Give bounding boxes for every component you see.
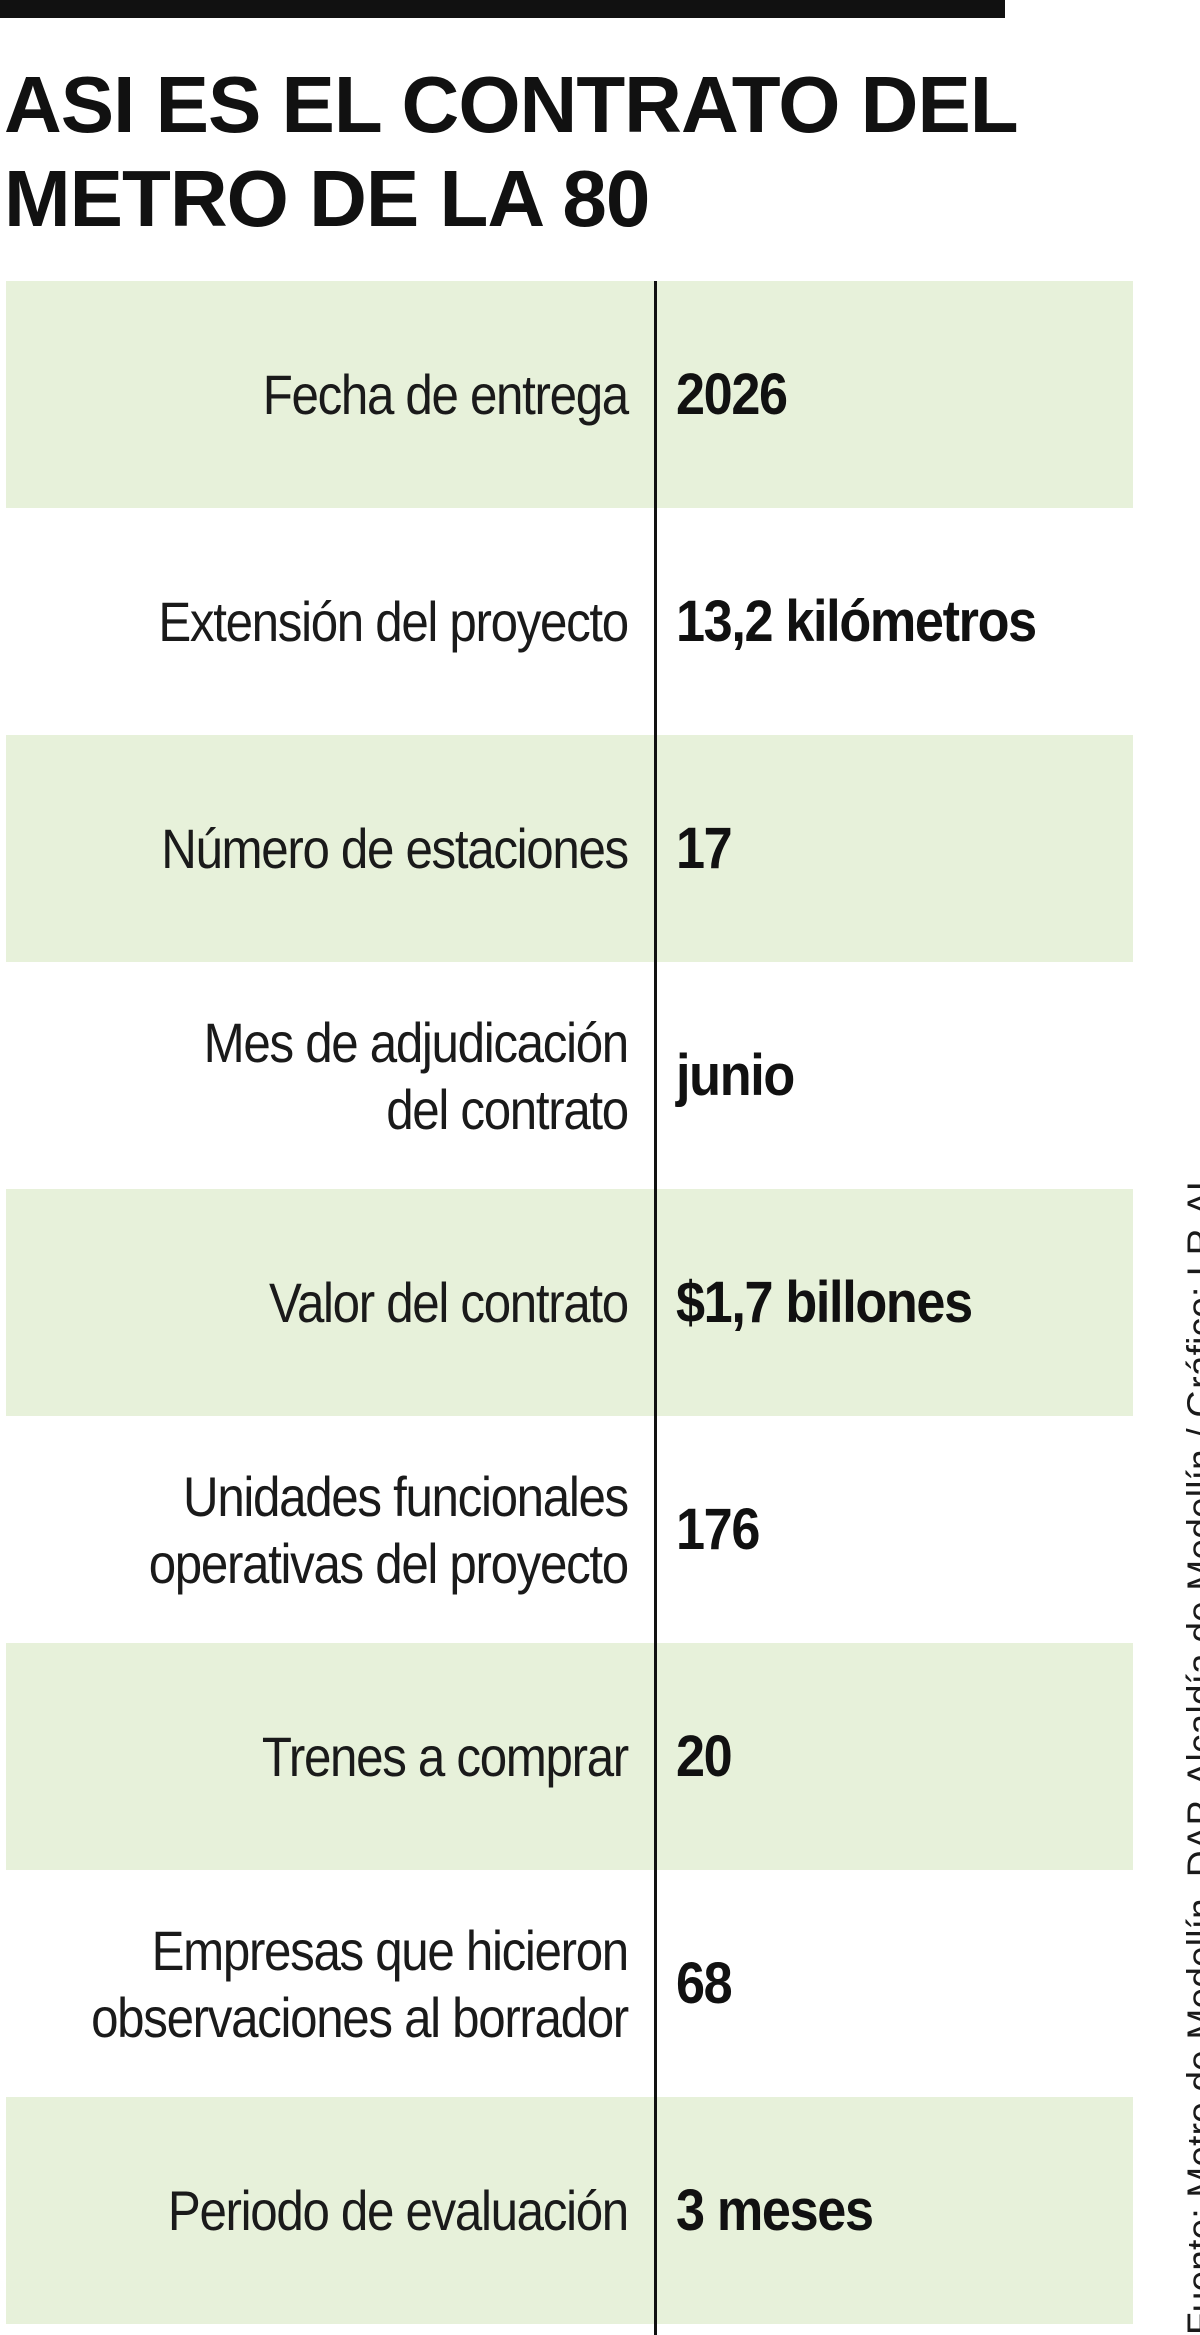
table-row: Mes de adjudicación del contrato junio <box>6 962 1133 1189</box>
table-row: Extensión del proyecto 13,2 kilómetros <box>6 508 1133 735</box>
row-label: Extensión del proyecto <box>83 588 649 655</box>
row-label-line: Unidades funcionales <box>183 1464 629 1528</box>
row-value: 3 meses <box>676 2178 874 2243</box>
row-label: Empresas que hicieron observaciones al b… <box>83 1917 649 2051</box>
row-value: junio <box>676 1043 795 1108</box>
row-label: Mes de adjudicación del contrato <box>83 1009 649 1143</box>
row-value: 13,2 kilómetros <box>676 589 1037 654</box>
table-row: Trenes a comprar 20 <box>6 1643 1133 1870</box>
table-row: Número de estaciones 17 <box>6 735 1133 962</box>
table-row: Unidades funcionales operativas del proy… <box>6 1416 1133 1643</box>
row-label-line: Valor del contrato <box>269 1271 629 1334</box>
row-label: Fecha de entrega <box>83 361 649 428</box>
row-label-line: del contrato <box>386 1077 629 1141</box>
row-label-line: Mes de adjudicación <box>203 1010 630 1074</box>
row-label: Trenes a comprar <box>83 1723 649 1790</box>
table-row: Empresas que hicieron observaciones al b… <box>6 1870 1133 2097</box>
table-row: Fecha de entrega 2026 <box>6 281 1133 508</box>
row-label: Valor del contrato <box>83 1269 649 1336</box>
table-row: Periodo de evaluación 3 meses <box>6 2097 1133 2324</box>
row-label-line: operativas del proyecto <box>148 1531 629 1595</box>
title-line-2: METRO DE LA 80 <box>4 154 650 243</box>
row-value: 176 <box>676 1497 760 1562</box>
row-label-line: Número de estaciones <box>161 817 629 880</box>
row-label-line: Trenes a comprar <box>261 1725 629 1788</box>
row-value: 2026 <box>676 362 788 427</box>
column-divider <box>654 281 657 2335</box>
top-rule <box>0 0 1005 18</box>
row-label: Periodo de evaluación <box>83 2177 649 2244</box>
contract-facts-table: Fecha de entrega 2026 Extensión del proy… <box>6 281 1133 2324</box>
row-value: 17 <box>676 816 733 881</box>
row-label: Unidades funcionales operativas del proy… <box>83 1463 649 1597</box>
source-credit: Fuente: Metro de Medellín, DAP, Alcaldía… <box>1180 1170 1200 2335</box>
row-value: $1,7 billones <box>676 1270 973 1335</box>
row-label-line: Periodo de evaluación <box>167 2179 629 2242</box>
row-label-line: observaciones al borrador <box>91 1985 629 2049</box>
row-label-line: Extensión del proyecto <box>158 590 629 653</box>
table-row: Valor del contrato $1,7 billones <box>6 1189 1133 1416</box>
row-value: 68 <box>676 1951 733 2016</box>
row-label-line: Empresas que hicieron <box>151 1918 630 1982</box>
row-label-line: Fecha de entrega <box>262 363 630 426</box>
title-line-1: ASI ES EL CONTRATO DEL <box>4 60 1019 149</box>
row-label: Número de estaciones <box>83 815 649 882</box>
row-value: 20 <box>676 1724 733 1789</box>
page-title: ASI ES EL CONTRATO DEL METRO DE LA 80 <box>4 58 1104 246</box>
